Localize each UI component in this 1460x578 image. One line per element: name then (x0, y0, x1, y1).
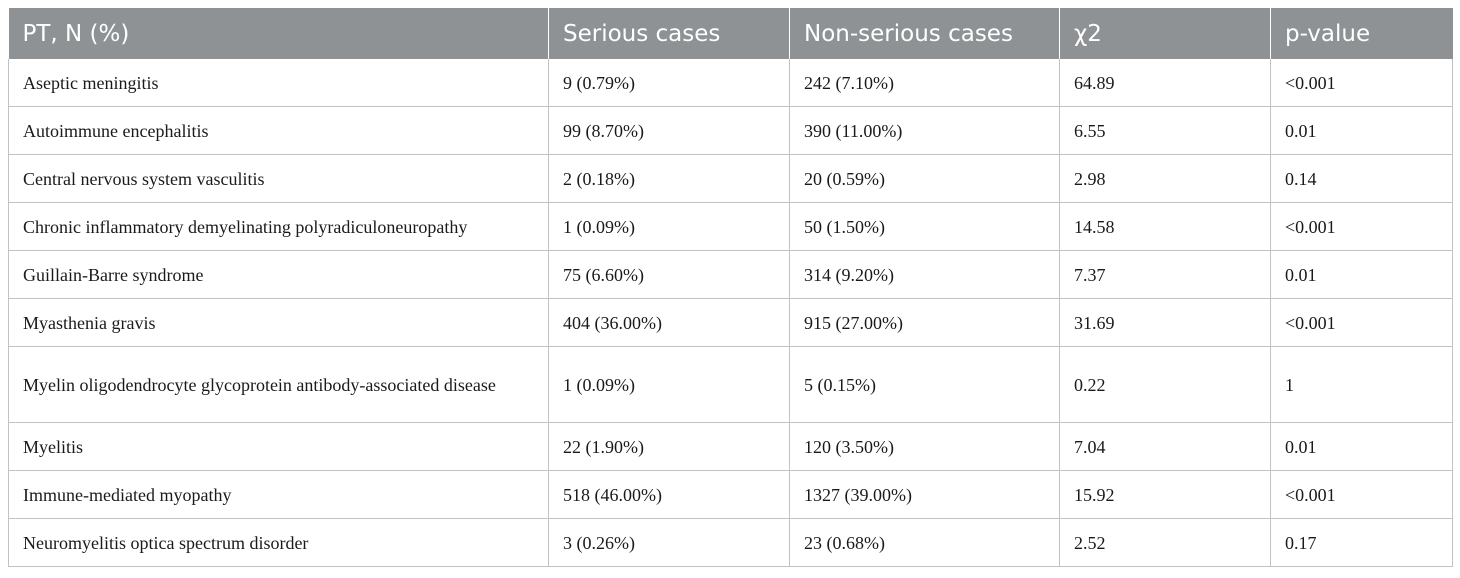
cell-non-serious: 314 (9.20%) (789, 250, 1060, 299)
cell-chi2: 6.55 (1059, 106, 1271, 155)
table-row: Central nervous system vasculitis 2 (0.1… (8, 154, 1453, 203)
cell-pt: Myasthenia gravis (8, 298, 549, 347)
header-row: PT, N (%) Serious cases Non-serious case… (8, 8, 1453, 59)
cell-p-value: <0.001 (1270, 470, 1453, 519)
cell-non-serious: 120 (3.50%) (789, 422, 1060, 471)
cell-p-value: 0.01 (1270, 106, 1453, 155)
cell-p-value: 1 (1270, 346, 1453, 423)
cell-pt: Guillain-Barre syndrome (8, 250, 549, 299)
cell-p-value: <0.001 (1270, 298, 1453, 347)
cell-pt: Autoimmune encephalitis (8, 106, 549, 155)
cell-pt: Aseptic meningitis (8, 59, 549, 107)
header-p-value: p-value (1270, 8, 1453, 59)
cell-chi2: 2.98 (1059, 154, 1271, 203)
cell-p-value: 0.01 (1270, 250, 1453, 299)
cell-serious: 1 (0.09%) (548, 202, 790, 251)
table-row: Chronic inflammatory demyelinating polyr… (8, 202, 1453, 251)
table-row: Myelitis 22 (1.90%) 120 (3.50%) 7.04 0.0… (8, 422, 1453, 471)
table-header: PT, N (%) Serious cases Non-serious case… (8, 8, 1453, 59)
cell-non-serious: 242 (7.10%) (789, 59, 1060, 107)
table-row: Neuromyelitis optica spectrum disorder 3… (8, 518, 1453, 567)
cell-serious: 2 (0.18%) (548, 154, 790, 203)
table-row: Myasthenia gravis 404 (36.00%) 915 (27.0… (8, 298, 1453, 347)
cell-serious: 22 (1.90%) (548, 422, 790, 471)
cell-chi2: 14.58 (1059, 202, 1271, 251)
cell-p-value: <0.001 (1270, 59, 1453, 107)
header-chi2: χ2 (1059, 8, 1271, 59)
cell-p-value: <0.001 (1270, 202, 1453, 251)
cell-chi2: 7.37 (1059, 250, 1271, 299)
table-body: Aseptic meningitis 9 (0.79%) 242 (7.10%)… (8, 59, 1453, 567)
cell-serious: 9 (0.79%) (548, 59, 790, 107)
header-pt: PT, N (%) (8, 8, 549, 59)
cell-pt: Myelin oligodendrocyte glycoprotein anti… (8, 346, 549, 423)
cell-non-serious: 23 (0.68%) (789, 518, 1060, 567)
results-table: PT, N (%) Serious cases Non-serious case… (8, 8, 1453, 567)
cell-pt: Central nervous system vasculitis (8, 154, 549, 203)
cell-pt: Myelitis (8, 422, 549, 471)
cell-chi2: 15.92 (1059, 470, 1271, 519)
header-serious: Serious cases (548, 8, 790, 59)
cell-non-serious: 915 (27.00%) (789, 298, 1060, 347)
cell-p-value: 0.14 (1270, 154, 1453, 203)
cell-serious: 99 (8.70%) (548, 106, 790, 155)
cell-p-value: 0.01 (1270, 422, 1453, 471)
cell-chi2: 7.04 (1059, 422, 1271, 471)
results-table-container: PT, N (%) Serious cases Non-serious case… (8, 8, 1453, 567)
cell-non-serious: 1327 (39.00%) (789, 470, 1060, 519)
cell-serious: 75 (6.60%) (548, 250, 790, 299)
cell-non-serious: 5 (0.15%) (789, 346, 1060, 423)
cell-non-serious: 50 (1.50%) (789, 202, 1060, 251)
cell-p-value: 0.17 (1270, 518, 1453, 567)
cell-serious: 518 (46.00%) (548, 470, 790, 519)
table-row: Immune-mediated myopathy 518 (46.00%) 13… (8, 470, 1453, 519)
cell-non-serious: 20 (0.59%) (789, 154, 1060, 203)
cell-pt: Chronic inflammatory demyelinating polyr… (8, 202, 549, 251)
cell-chi2: 64.89 (1059, 59, 1271, 107)
cell-serious: 404 (36.00%) (548, 298, 790, 347)
cell-chi2: 31.69 (1059, 298, 1271, 347)
cell-non-serious: 390 (11.00%) (789, 106, 1060, 155)
table-row: Myelin oligodendrocyte glycoprotein anti… (8, 346, 1453, 423)
cell-pt: Neuromyelitis optica spectrum disorder (8, 518, 549, 567)
cell-chi2: 2.52 (1059, 518, 1271, 567)
table-row: Aseptic meningitis 9 (0.79%) 242 (7.10%)… (8, 59, 1453, 107)
cell-serious: 3 (0.26%) (548, 518, 790, 567)
table-row: Guillain-Barre syndrome 75 (6.60%) 314 (… (8, 250, 1453, 299)
table-row: Autoimmune encephalitis 99 (8.70%) 390 (… (8, 106, 1453, 155)
cell-chi2: 0.22 (1059, 346, 1271, 423)
cell-serious: 1 (0.09%) (548, 346, 790, 423)
header-non-serious: Non-serious cases (789, 8, 1060, 59)
cell-pt: Immune-mediated myopathy (8, 470, 549, 519)
